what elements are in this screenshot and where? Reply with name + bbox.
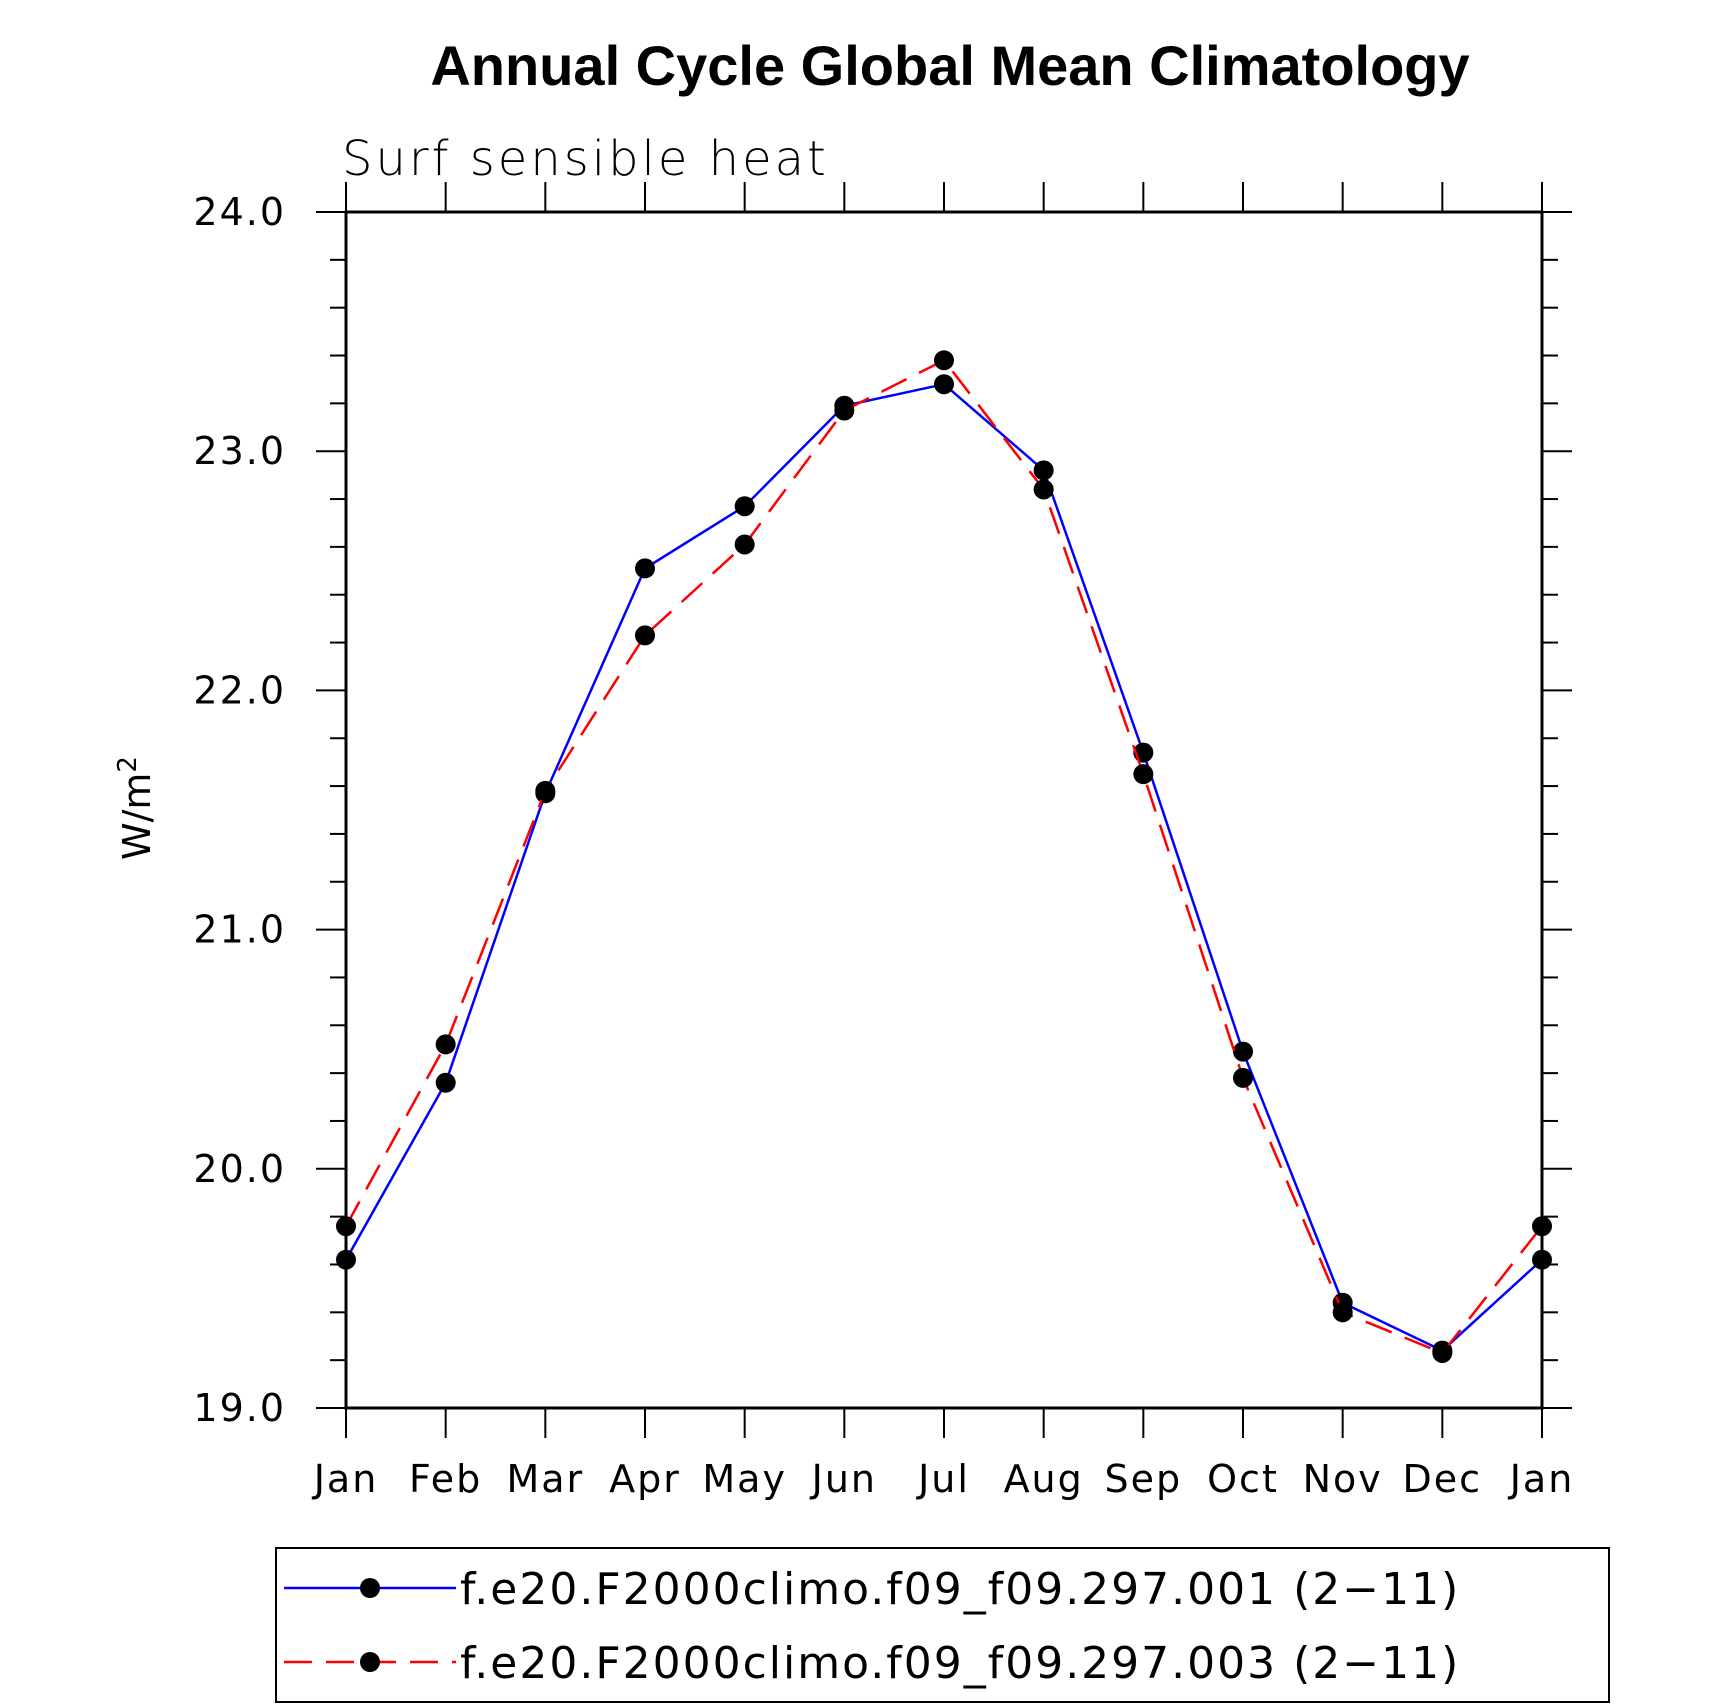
x-tick-label: Dec [1403,1457,1483,1501]
series-layer [336,350,1552,1363]
x-tick-label: Nov [1303,1457,1383,1501]
legend-label: f.e20.F2000climo.f09_f09.297.003 (2−11) [460,1638,1460,1689]
data-point [1532,1249,1552,1270]
data-point [1233,1067,1253,1088]
data-point [435,1034,456,1055]
y-tick-label: 24.0 [193,190,286,234]
y-tick-label: 19.0 [193,1386,286,1430]
data-point [1332,1302,1353,1323]
y-axis-label: W/m2 [113,756,159,860]
x-tick-label: Mar [506,1457,584,1501]
data-point [934,374,954,395]
series-line [344,382,1543,1353]
x-tick-label: Oct [1207,1457,1279,1501]
legend-box [275,1547,1610,1703]
data-point [435,1072,456,1093]
x-tick-label: Jan [1508,1457,1575,1501]
y-axis-label-superscript: 2 [113,756,143,773]
y-tick-label: 20.0 [193,1147,286,1191]
x-tick-label: Jan [312,1457,379,1501]
x-tick-label: Aug [1004,1457,1084,1501]
y-tick-label: 21.0 [193,908,286,952]
series-line [344,358,1543,1355]
data-point [1133,764,1154,785]
data-point [635,625,655,646]
x-tick-label: Jun [810,1457,877,1501]
data-point [535,780,556,801]
x-tick-label: Apr [609,1457,681,1501]
data-point [1033,479,1054,500]
x-tick-label: Jul [916,1457,970,1501]
series-2 [336,350,1552,1363]
data-point [1233,1041,1253,1062]
y-tick-label: 23.0 [193,429,286,473]
data-point [336,1216,356,1237]
data-point [834,400,855,421]
data-point [1532,1216,1552,1237]
legend-label: f.e20.F2000climo.f09_f09.297.001 (2−11) [460,1564,1460,1615]
data-point [734,534,755,555]
x-tick-label: Sep [1105,1457,1183,1501]
chart-subtitle: Surf sensible heat [342,131,829,187]
data-point [734,496,755,517]
x-tick-label: May [702,1457,787,1501]
chart-title: Annual Cycle Global Mean Climatology [430,34,1469,97]
legend: f.e20.F2000climo.f09_f09.297.001 (2−11) f… [275,1547,1610,1703]
data-point [1432,1342,1453,1363]
legend-marker [360,1652,380,1672]
x-tick-label: Feb [409,1457,482,1501]
data-point [934,350,954,371]
legend-marker [360,1578,380,1598]
data-point [635,558,655,579]
series-1 [336,374,1552,1361]
y-axis-label-text: W/m [115,773,159,860]
y-tick-label: 22.0 [193,668,286,712]
plot-axes: 19.0 20.0 21.0 22.0 23.0 24.0 Jan Feb Mar Apr May J… [193,182,1575,1501]
data-point [1033,460,1054,481]
data-point [336,1249,356,1270]
